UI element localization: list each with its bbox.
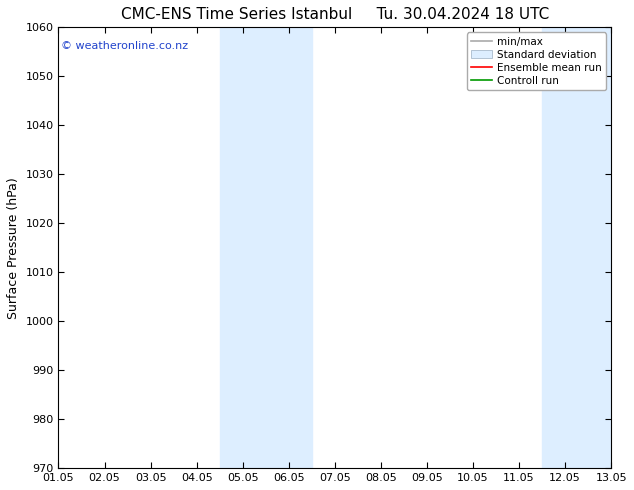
Bar	[542, 27, 634, 468]
Y-axis label: Surface Pressure (hPa): Surface Pressure (hPa)	[7, 177, 20, 318]
Bar	[220, 27, 312, 468]
Legend: min/max, Standard deviation, Ensemble mean run, Controll run: min/max, Standard deviation, Ensemble me…	[467, 32, 606, 90]
Text: © weatheronline.co.nz: © weatheronline.co.nz	[61, 41, 188, 50]
Title: CMC-ENS Time Series Istanbul     Tu. 30.04.2024 18 UTC: CMC-ENS Time Series Istanbul Tu. 30.04.2…	[120, 7, 549, 22]
